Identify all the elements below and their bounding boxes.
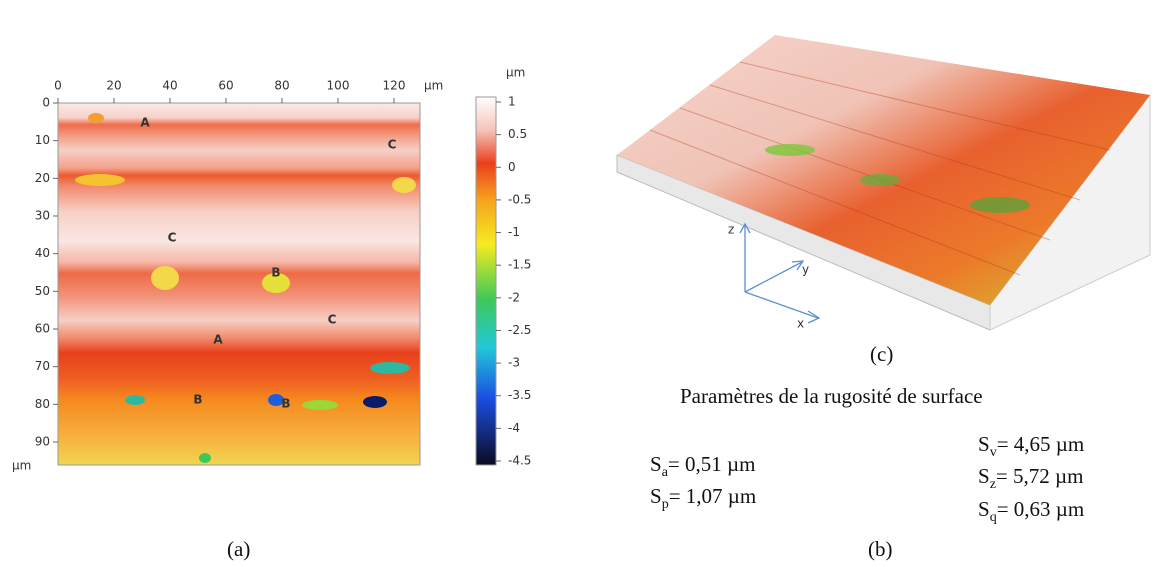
parameter-symbol: S — [650, 484, 662, 508]
parameter-symbol: S — [978, 497, 990, 521]
x-tick-label: 100 — [327, 79, 350, 93]
region-label: A — [213, 333, 223, 347]
axis-label-3d: y — [802, 263, 809, 277]
parameter-text: = 1,07 µm — [668, 484, 757, 508]
axes-3d — [739, 222, 821, 324]
x-tick-label: 20 — [106, 79, 121, 93]
region-label: C — [328, 313, 337, 327]
parameters-title: Paramètres de la rugosité de surface — [680, 384, 983, 408]
colorbar — [475, 96, 497, 466]
parameter-subscript: p — [661, 497, 669, 513]
parameter: Sp= 1,07 µm — [650, 484, 756, 513]
parameter-subscript: v — [989, 445, 997, 461]
colorbar-tick-label: -3.5 — [508, 388, 531, 402]
x-tick-label: 0 — [54, 79, 62, 93]
surface-3d — [616, 35, 1151, 331]
caption: (c) — [870, 342, 894, 366]
y-unit: µm — [12, 459, 31, 473]
region-label: B — [281, 397, 290, 411]
map-frame — [57, 102, 421, 466]
colorbar-tick-label: 0 — [508, 160, 516, 174]
x-unit: µm — [424, 79, 443, 93]
caption: (b) — [868, 537, 893, 561]
y-tick-label: 50 — [35, 284, 50, 298]
colorbar-tick-label: -1.5 — [508, 258, 531, 272]
parameter-symbol: S — [978, 464, 990, 488]
y-tick-label: 80 — [35, 397, 50, 411]
parameter-text: = 0,63 µm — [996, 497, 1085, 521]
colorbar-tick-label: -0.5 — [508, 192, 531, 206]
parameter-text: = 5,72 µm — [995, 464, 1084, 488]
region-label: C — [168, 231, 177, 245]
parameter-symbol: S — [978, 432, 990, 456]
parameter: Sv= 4,65 µm — [978, 432, 1084, 461]
y-tick-label: 90 — [35, 435, 50, 449]
parameter-text: = 4,65 µm — [996, 432, 1085, 456]
y-tick-label: 30 — [35, 209, 50, 223]
parameter-subscript: q — [989, 510, 997, 526]
region-label: A — [140, 116, 150, 130]
parameter-subscript: z — [989, 477, 996, 493]
x-tick-label: 60 — [218, 79, 233, 93]
axis-label-3d: z — [728, 223, 734, 237]
colorbar-tick-label: 0.5 — [508, 127, 527, 141]
height-map — [58, 103, 420, 465]
parameter: Sz= 5,72 µm — [978, 464, 1083, 493]
x-tick-label: 80 — [274, 79, 289, 93]
y-tick-label: 20 — [35, 171, 50, 185]
colorbar-tick-label: -4 — [508, 421, 520, 435]
axis-label-3d: x — [797, 317, 804, 331]
region-label: B — [193, 393, 202, 407]
colorbar-tick-label: -2.5 — [508, 323, 531, 337]
colorbar-tick-label: -4.5 — [508, 454, 531, 468]
colorbar-unit: µm — [506, 66, 525, 80]
colorbar-tick-label: -3 — [508, 356, 520, 370]
region-label: C — [388, 138, 397, 152]
x-tick-label: 40 — [162, 79, 177, 93]
colorbar-tick-label: -2 — [508, 290, 520, 304]
caption: (a) — [227, 537, 251, 561]
colorbar-tick-label: -1 — [508, 225, 520, 239]
y-tick-label: 10 — [35, 133, 50, 147]
parameter: Sq= 0,63 µm — [978, 497, 1084, 526]
map-features — [75, 113, 416, 463]
region-label: B — [271, 266, 280, 280]
parameter-symbol: S — [650, 452, 662, 476]
colorbar-tick-label: 1 — [508, 95, 516, 109]
y-tick-label: 40 — [35, 246, 50, 260]
y-tick-label: 0 — [42, 96, 50, 110]
parameter-subscript: a — [661, 465, 668, 481]
parameter-text: = 0,51 µm — [667, 452, 756, 476]
x-tick-label: 120 — [383, 79, 406, 93]
parameter: Sa= 0,51 µm — [650, 452, 755, 481]
y-tick-label: 70 — [35, 359, 50, 373]
y-tick-label: 60 — [35, 322, 50, 336]
